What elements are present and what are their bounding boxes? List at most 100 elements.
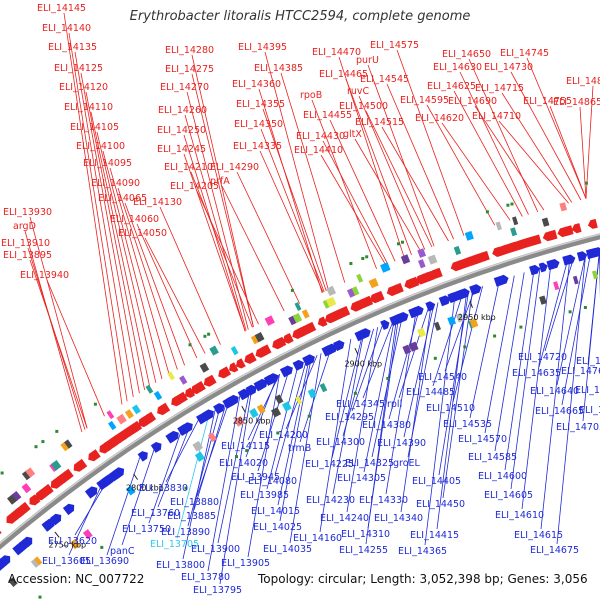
feature-block[interactable] xyxy=(453,245,462,256)
gene-label[interactable]: ELI_14250 xyxy=(157,125,206,136)
reverse-gene-arrow[interactable] xyxy=(22,536,33,548)
gene-label[interactable]: ELI_14640 xyxy=(530,386,579,397)
reverse-gene-arrow[interactable] xyxy=(458,288,470,300)
feature-block[interactable] xyxy=(469,318,479,328)
gene-label[interactable]: ELI_14450 xyxy=(416,499,465,510)
gene-label[interactable]: ELI_13605 xyxy=(42,556,91,567)
feature-block[interactable] xyxy=(21,470,32,481)
gene-label[interactable]: ELI_14635 xyxy=(512,368,561,379)
gene-label[interactable]: ELI_14210 xyxy=(164,162,213,173)
gene-label[interactable]: ELI_13900 xyxy=(191,544,240,555)
gene-label[interactable]: ELI_14200 xyxy=(259,430,308,441)
gene-label[interactable]: gltX xyxy=(343,129,362,140)
gene-label[interactable]: ELI_14405 xyxy=(412,476,461,487)
feature-block[interactable] xyxy=(325,296,337,308)
feature-block[interactable] xyxy=(145,384,154,394)
feature-block[interactable] xyxy=(131,404,141,415)
feature-block[interactable] xyxy=(64,439,73,449)
reverse-gene-arrow[interactable] xyxy=(529,264,540,276)
reverse-gene-arrow[interactable] xyxy=(112,467,125,479)
feature-block[interactable] xyxy=(356,273,364,283)
reverse-gene-arrow[interactable] xyxy=(361,328,371,339)
reverse-gene-arrow[interactable] xyxy=(438,295,451,307)
gene-label[interactable]: ELI_14240 xyxy=(320,513,369,524)
reverse-gene-arrow[interactable] xyxy=(101,474,114,487)
forward-gene-arrow[interactable] xyxy=(235,358,246,369)
feature-block[interactable] xyxy=(559,202,567,212)
reverse-gene-arrow[interactable] xyxy=(538,262,548,273)
feature-block[interactable] xyxy=(408,341,419,352)
reverse-gene-arrow[interactable] xyxy=(304,354,315,365)
reverse-gene-arrow[interactable] xyxy=(226,394,239,407)
feature-block[interactable] xyxy=(592,270,599,280)
forward-gene-arrow[interactable] xyxy=(562,225,574,236)
gene-label[interactable]: ELI_14745 xyxy=(500,48,549,59)
gene-label[interactable]: ELI_14350 xyxy=(234,119,283,130)
feature-block[interactable] xyxy=(30,559,40,568)
feature-block[interactable] xyxy=(254,332,265,343)
gene-label[interactable]: ELI_14275 xyxy=(165,64,214,75)
feature-block[interactable] xyxy=(194,451,205,462)
feature-block[interactable] xyxy=(153,390,163,401)
feature-block[interactable] xyxy=(455,313,464,323)
reverse-gene-arrow[interactable] xyxy=(414,305,424,316)
gene-label[interactable]: ELI_14205 xyxy=(170,181,219,192)
feature-block[interactable] xyxy=(301,309,310,319)
gene-label[interactable]: ELI_14360 xyxy=(232,79,281,90)
feature-block[interactable] xyxy=(368,278,379,289)
feature-block[interactable] xyxy=(21,483,32,494)
forward-gene-arrow[interactable] xyxy=(219,366,232,378)
gene-label[interactable]: ELI_14380 xyxy=(362,420,411,431)
feature-block[interactable] xyxy=(124,409,134,419)
gene-label[interactable]: ELI_14515 xyxy=(355,117,404,128)
forward-gene-arrow[interactable] xyxy=(528,234,542,246)
forward-gene-arrow[interactable] xyxy=(44,483,54,494)
forward-gene-arrow[interactable] xyxy=(88,449,101,462)
reverse-gene-arrow[interactable] xyxy=(150,442,162,453)
feature-block[interactable] xyxy=(274,394,284,405)
reverse-gene-arrow[interactable] xyxy=(380,319,390,330)
gene-label[interactable]: ELI_14465 xyxy=(319,69,368,80)
gene-label[interactable]: ELI_14705 xyxy=(556,422,600,433)
forward-gene-arrow[interactable] xyxy=(407,276,420,288)
gene-label[interactable]: ELI_14345 xyxy=(336,399,385,410)
reverse-gene-arrow[interactable] xyxy=(137,451,148,462)
gene-label[interactable]: ELI_14395 xyxy=(238,42,287,53)
gene-label[interactable]: ELI_13945 xyxy=(231,472,280,483)
gene-label[interactable]: ELI_14390 xyxy=(377,438,426,449)
forward-gene-arrow[interactable] xyxy=(259,344,272,356)
gene-label[interactable]: ELI_14585 xyxy=(468,452,517,463)
gene-label[interactable]: ELI_14245 xyxy=(157,144,206,155)
forward-gene-arrow[interactable] xyxy=(178,391,188,402)
gene-label[interactable]: ELI_14570 xyxy=(458,434,507,445)
forward-gene-arrow[interactable] xyxy=(244,352,257,364)
forward-gene-arrow[interactable] xyxy=(306,321,317,333)
reverse-gene-arrow[interactable] xyxy=(395,312,409,324)
feature-block[interactable] xyxy=(199,362,210,373)
gene-label[interactable]: ELI_14280 xyxy=(165,45,214,56)
gene-label[interactable]: argD xyxy=(13,221,36,232)
gene-label[interactable]: ELI_14290 xyxy=(210,162,259,173)
gene-label[interactable]: ELI_14545 xyxy=(360,74,409,85)
gene-label[interactable]: ELI_14090 xyxy=(91,178,140,189)
forward-gene-arrow[interactable] xyxy=(338,306,351,317)
feature-block[interactable] xyxy=(380,262,391,273)
reverse-gene-arrow[interactable] xyxy=(42,518,55,531)
gene-label[interactable]: ELI_14060 xyxy=(110,214,159,225)
feature-block[interactable] xyxy=(307,388,317,399)
feature-block[interactable] xyxy=(495,221,503,231)
forward-gene-arrow[interactable] xyxy=(571,223,582,234)
reverse-gene-arrow[interactable] xyxy=(280,365,293,378)
feature-block[interactable] xyxy=(8,577,18,587)
feature-block[interactable] xyxy=(234,416,245,427)
gene-label[interactable]: ELI_13780 xyxy=(181,572,230,583)
feature-block[interactable] xyxy=(319,383,328,393)
gene-label[interactable]: ELI_13895 xyxy=(3,250,52,261)
gene-label[interactable]: ELI_14310 xyxy=(341,529,390,540)
reverse-gene-arrow[interactable] xyxy=(324,343,338,356)
forward-gene-arrow[interactable] xyxy=(273,336,287,349)
feature-block[interactable] xyxy=(264,315,275,326)
gene-label[interactable]: ELI_14665 xyxy=(535,406,584,417)
forward-gene-arrow[interactable] xyxy=(159,402,171,414)
forward-gene-arrow[interactable] xyxy=(430,267,443,279)
